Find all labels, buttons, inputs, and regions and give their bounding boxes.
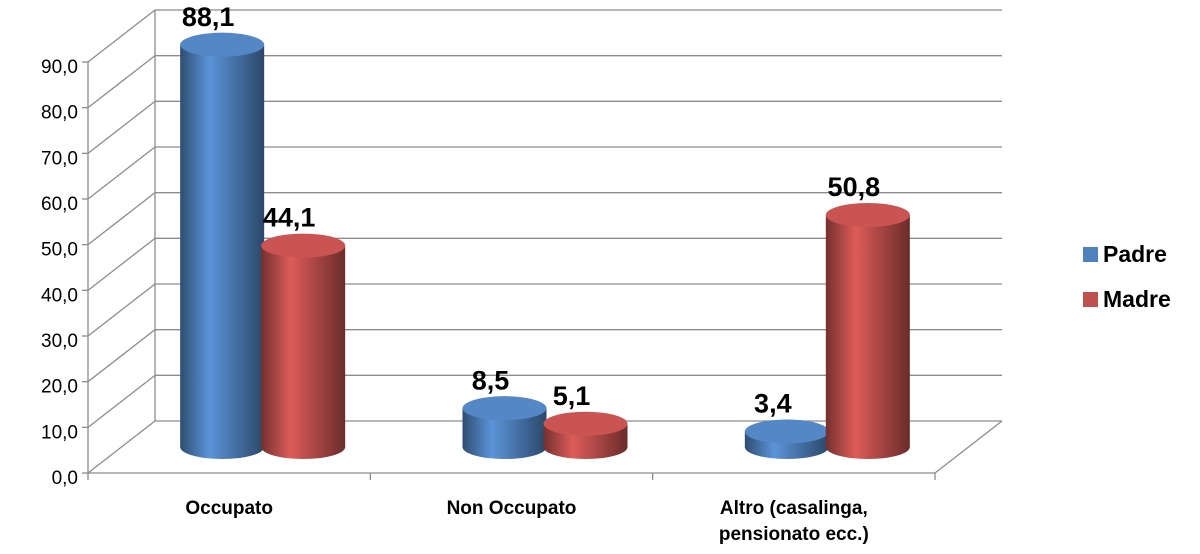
y-tick-label: 60,0	[41, 194, 78, 215]
bar-top	[744, 419, 829, 444]
data-label: 50,8	[828, 172, 881, 202]
data-label: 5,1	[553, 381, 591, 411]
x-tick-label: Occupato	[185, 498, 273, 519]
grid-line	[87, 100, 156, 154]
grid-line	[87, 192, 156, 246]
bar-top	[543, 411, 628, 436]
bar-top	[261, 233, 346, 258]
x-tick-label: Altro (casalinga, pensionato ecc.)	[719, 498, 869, 545]
bar	[825, 215, 910, 447]
data-label: 8,5	[472, 365, 510, 395]
grid-line	[87, 283, 156, 337]
y-tick-label: 50,0	[41, 240, 78, 261]
y-tick-label: 0,0	[52, 468, 78, 489]
y-tick-label: 40,0	[41, 285, 78, 306]
y-tick-label: 90,0	[41, 57, 78, 78]
grid-line	[87, 420, 156, 474]
y-tick-label: 20,0	[41, 377, 78, 398]
grid-line	[87, 146, 156, 200]
bar-top	[825, 203, 910, 228]
grid-line	[87, 374, 156, 428]
y-tick-label: 80,0	[41, 103, 78, 124]
y-tick-label: 10,0	[41, 422, 78, 443]
grid-line	[87, 329, 156, 383]
legend-swatch	[1083, 247, 1098, 262]
floor-right	[934, 420, 1003, 474]
y-tick-label: 30,0	[41, 331, 78, 352]
bar	[261, 245, 346, 447]
bar-top	[180, 32, 265, 57]
y-tick-label: 70,0	[41, 148, 78, 169]
legend-swatch	[1083, 292, 1098, 307]
data-label: 3,4	[754, 389, 792, 419]
grid-line	[87, 55, 156, 109]
bar-top	[462, 396, 547, 421]
data-label: 44,1	[263, 203, 316, 233]
grid-line	[87, 9, 156, 63]
data-label: 88,1	[182, 2, 235, 32]
bar	[180, 44, 265, 447]
grid-line	[87, 237, 156, 291]
legend-label: Madre	[1103, 286, 1171, 312]
legend-label: Padre	[1103, 241, 1167, 267]
x-tick-label: Non Occupato	[447, 498, 577, 519]
